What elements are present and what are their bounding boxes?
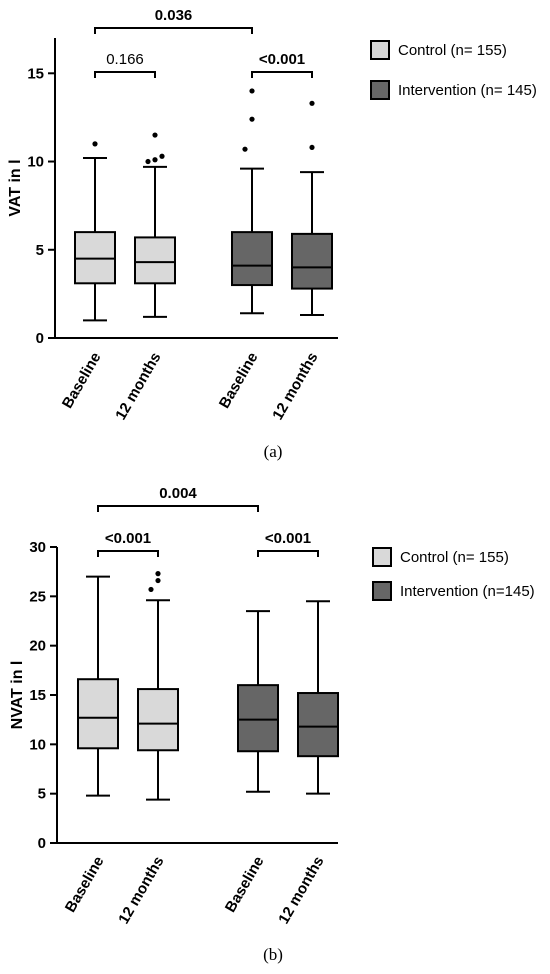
figure-caption: (a) bbox=[264, 442, 283, 461]
box-intervention-baseline bbox=[237, 610, 279, 793]
box-control-12-months bbox=[137, 571, 179, 801]
iqr-box bbox=[77, 678, 119, 750]
figure-caption: (b) bbox=[263, 945, 283, 964]
outlier-point bbox=[242, 146, 248, 152]
x-tick-label: 12 months bbox=[275, 854, 327, 927]
legend-swatch bbox=[372, 547, 392, 567]
legend-swatch bbox=[370, 80, 390, 100]
bracket-line bbox=[97, 505, 259, 512]
significance-bracket: <0.001 bbox=[257, 530, 319, 557]
y-axis-title: VAT in l bbox=[7, 159, 24, 216]
p-value-label: <0.001 bbox=[265, 530, 311, 547]
y-tick-label: 0 bbox=[36, 330, 44, 347]
significance-bracket: 0.004 bbox=[97, 485, 259, 512]
legend-label: Control (n= 155) bbox=[398, 42, 507, 59]
iqr-box bbox=[291, 232, 333, 290]
box-control-baseline bbox=[74, 141, 116, 322]
y-tick-label: 30 bbox=[29, 539, 46, 556]
y-tick-label: 0 bbox=[38, 835, 46, 852]
legend: Control (n= 155) Intervention (n=145) bbox=[372, 547, 535, 601]
p-value-label: 0.166 bbox=[106, 51, 144, 68]
iqr-box bbox=[231, 231, 273, 287]
box-intervention-12-months bbox=[291, 100, 333, 317]
y-tick-label: 10 bbox=[27, 154, 44, 171]
outlier-point bbox=[148, 586, 154, 593]
p-value-label: <0.001 bbox=[105, 530, 151, 547]
outlier-point bbox=[152, 157, 158, 163]
box-intervention-baseline bbox=[231, 88, 273, 315]
outlier-point bbox=[309, 144, 315, 151]
outlier-point bbox=[309, 100, 315, 106]
outlier-point bbox=[152, 132, 158, 138]
box-control-12-months bbox=[134, 132, 176, 318]
outlier-point bbox=[155, 577, 161, 584]
p-value-label: <0.001 bbox=[259, 51, 305, 68]
outlier-point bbox=[159, 153, 165, 159]
y-tick-label: 15 bbox=[27, 65, 44, 82]
p-value-label: 0.036 bbox=[155, 7, 193, 24]
bracket-line bbox=[94, 27, 253, 34]
bracket-line bbox=[97, 550, 159, 557]
legend-label: Control (n= 155) bbox=[400, 549, 509, 566]
outlier-point bbox=[145, 158, 151, 165]
box-control-baseline bbox=[77, 575, 119, 797]
y-axis-title: NVAT in l bbox=[9, 661, 26, 730]
y-tick-label: 5 bbox=[36, 242, 44, 259]
legend: Control (n= 155) Intervention (n= 145) bbox=[370, 40, 537, 100]
legend-label: Intervention (n= 145) bbox=[398, 82, 537, 99]
y-tick-label: 25 bbox=[29, 588, 46, 605]
outlier-point bbox=[155, 571, 161, 577]
y-tick-label: 10 bbox=[29, 736, 46, 753]
legend-swatch bbox=[370, 40, 390, 60]
bracket-line bbox=[251, 71, 313, 78]
outlier-point bbox=[249, 88, 255, 94]
significance-bracket: <0.001 bbox=[97, 530, 159, 557]
x-tick-label: Baseline bbox=[62, 854, 108, 916]
outlier-point bbox=[92, 141, 98, 147]
significance-bracket: 0.036 bbox=[94, 7, 253, 34]
iqr-box bbox=[237, 684, 279, 753]
legend-swatch bbox=[372, 581, 392, 601]
y-tick-label: 5 bbox=[38, 786, 46, 803]
box-intervention-12-months bbox=[297, 600, 339, 795]
significance-bracket: <0.001 bbox=[251, 51, 313, 78]
significance-bracket: 0.166 bbox=[94, 51, 156, 78]
iqr-box bbox=[134, 236, 176, 285]
x-tick-label: Baseline bbox=[59, 350, 105, 412]
x-tick-label: 12 months bbox=[112, 350, 164, 423]
legend-label: Intervention (n=145) bbox=[400, 583, 535, 600]
outlier-point bbox=[249, 116, 255, 122]
iqr-box bbox=[137, 688, 179, 752]
x-tick-label: 12 months bbox=[269, 350, 321, 423]
p-value-label: 0.004 bbox=[159, 485, 197, 502]
y-tick-label: 15 bbox=[29, 687, 46, 704]
iqr-box bbox=[297, 692, 339, 758]
y-tick-label: 20 bbox=[29, 638, 46, 655]
bracket-line bbox=[94, 71, 156, 78]
x-tick-label: 12 months bbox=[115, 854, 167, 927]
bracket-line bbox=[257, 550, 319, 557]
x-tick-label: Baseline bbox=[222, 854, 268, 916]
x-tick-label: Baseline bbox=[216, 350, 262, 412]
